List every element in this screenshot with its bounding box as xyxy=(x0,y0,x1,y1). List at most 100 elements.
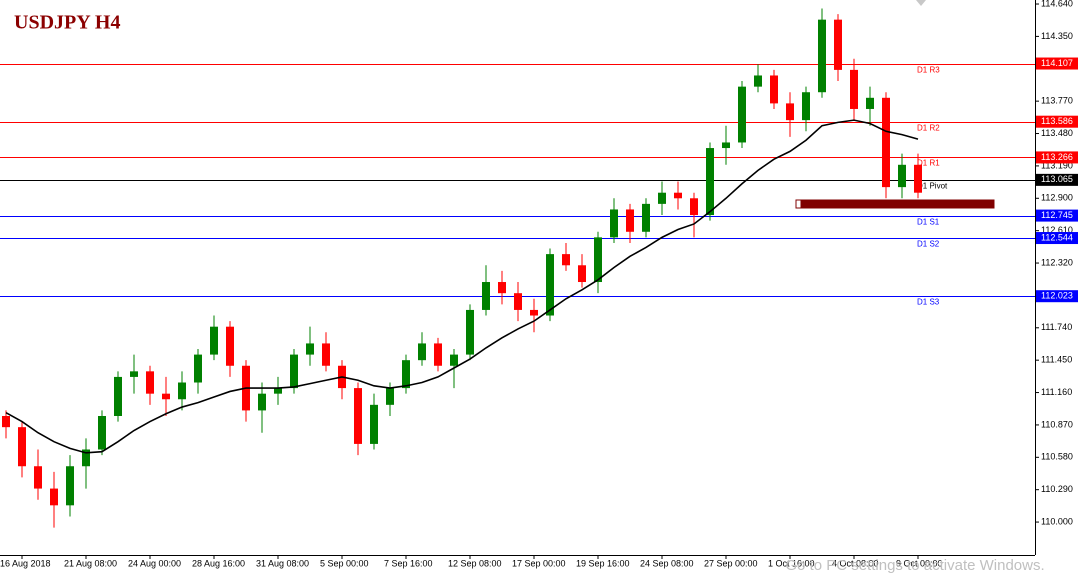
level-price-box xyxy=(1036,232,1078,245)
candle-body xyxy=(658,192,666,204)
candle-body xyxy=(546,254,554,316)
level-label: D1 S1 xyxy=(917,218,940,227)
x-tick-label: 7 Sep 16:00 xyxy=(384,558,433,568)
y-tick-label: 113.770 xyxy=(1041,96,1073,106)
y-tick-label: 110.580 xyxy=(1041,452,1073,462)
candle-body xyxy=(370,404,378,444)
candle-body xyxy=(594,237,602,283)
candle-body xyxy=(690,198,698,216)
level-price-label: 113.065 xyxy=(1041,174,1073,184)
candle-body xyxy=(386,388,394,405)
candle-body xyxy=(66,466,74,506)
candle-body xyxy=(34,466,42,489)
x-tick-label: 9 Oct 00:00 xyxy=(896,558,943,568)
candle-body xyxy=(98,415,106,450)
level-price-box xyxy=(1036,290,1078,303)
candle-body xyxy=(578,265,586,283)
y-tick-label: 111.450 xyxy=(1041,355,1072,365)
candle-body xyxy=(130,371,138,377)
candle-body xyxy=(114,376,122,416)
candle-body xyxy=(850,69,858,109)
y-tick-label: 112.610 xyxy=(1041,225,1073,235)
candle-body xyxy=(770,75,778,104)
level-label: D1 S2 xyxy=(917,240,940,249)
candle-body xyxy=(50,488,58,506)
candle-body xyxy=(482,282,490,310)
candle-body xyxy=(898,164,906,188)
candle-body xyxy=(162,393,170,400)
level-price-box xyxy=(1036,57,1078,70)
level-label: D1 S3 xyxy=(917,298,940,307)
x-tick-label: 4 Oct 08:00 xyxy=(832,558,879,568)
level-price-box xyxy=(1036,173,1078,186)
candle-body xyxy=(306,343,314,355)
y-tick-label: 111.740 xyxy=(1041,322,1072,332)
candle-body xyxy=(754,75,762,87)
zone-handle xyxy=(795,199,802,209)
candle-body xyxy=(610,209,618,238)
zone-rectangle xyxy=(796,199,995,209)
candle-body xyxy=(498,282,506,294)
level-price-box xyxy=(1036,151,1078,164)
x-tick-label: 28 Aug 16:00 xyxy=(192,558,245,568)
candle-body xyxy=(834,19,842,70)
y-tick-label: 114.640 xyxy=(1041,0,1073,8)
x-tick-label: 19 Sep 16:00 xyxy=(576,558,630,568)
candle-body xyxy=(178,382,186,400)
candle-body xyxy=(466,309,474,355)
level-price-label: 113.266 xyxy=(1041,152,1073,162)
y-tick-label: 110.000 xyxy=(1041,516,1073,526)
candle-body xyxy=(354,388,362,444)
y-tick-label: 114.350 xyxy=(1041,31,1073,41)
level-price-label: 113.586 xyxy=(1041,116,1073,126)
candle-body xyxy=(210,326,218,355)
candle-body xyxy=(194,354,202,383)
y-tick-label: 110.870 xyxy=(1041,419,1073,429)
y-tick-label: 110.290 xyxy=(1041,484,1073,494)
candle-body xyxy=(434,343,442,366)
candle-body xyxy=(226,326,234,366)
candle-body xyxy=(82,449,90,467)
candle-body xyxy=(514,293,522,310)
x-tick-label: 21 Aug 08:00 xyxy=(64,558,117,568)
level-label: D1 R1 xyxy=(917,159,940,168)
candle-body xyxy=(866,97,874,109)
candle-body xyxy=(738,86,746,143)
candle-body xyxy=(882,97,890,188)
level-label: D1 Pivot xyxy=(917,182,948,191)
candle-body xyxy=(786,103,794,121)
y-tick-label: 112.900 xyxy=(1041,193,1073,203)
candle-body xyxy=(18,427,26,467)
candle-body xyxy=(322,343,330,366)
level-label: D1 R2 xyxy=(917,124,940,133)
candle-body xyxy=(402,360,410,389)
x-tick-label: 5 Sep 00:00 xyxy=(320,558,369,568)
x-tick-label: 31 Aug 08:00 xyxy=(256,558,309,568)
candle-body xyxy=(722,142,730,149)
candle-body xyxy=(626,209,634,232)
x-tick-label: 24 Aug 00:00 xyxy=(128,558,181,568)
candle-body xyxy=(802,92,810,121)
plot: 114.640 114.350 113.770 113.480 113.190 112.9… xyxy=(0,0,1073,568)
candle-body xyxy=(674,192,682,199)
level-price-box xyxy=(1036,115,1078,128)
candle-body xyxy=(706,148,714,216)
chart-title: USDJPY H4 xyxy=(14,12,120,34)
candle-body xyxy=(418,343,426,361)
y-tick-label: 111.160 xyxy=(1041,387,1072,397)
y-tick-label: 112.320 xyxy=(1041,257,1073,267)
candle-body xyxy=(818,19,826,93)
level-price-label: 112.544 xyxy=(1041,232,1073,242)
candle-body xyxy=(2,415,10,428)
x-tick-label: 12 Sep 08:00 xyxy=(448,558,502,568)
level-price-label: 114.107 xyxy=(1041,58,1073,68)
candle-body xyxy=(450,354,458,366)
candle-body xyxy=(274,388,282,394)
y-tick-label: 113.190 xyxy=(1041,160,1073,170)
x-tick-label: 27 Sep 00:00 xyxy=(704,558,758,568)
moving-average xyxy=(5,119,919,454)
candle-body xyxy=(642,203,650,232)
candle-body xyxy=(290,354,298,389)
